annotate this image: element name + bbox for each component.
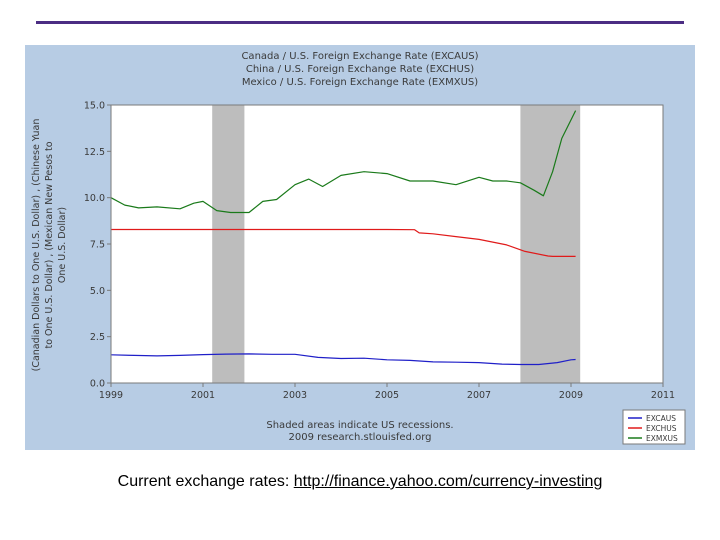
- series-line-excaus: [110, 353, 576, 366]
- chart: Canada / U.S. Foreign Exchange Rate (EXC…: [25, 45, 695, 450]
- y-tick-label: 0.0: [90, 379, 105, 390]
- recession-note: Shaded areas indicate US recessions.2009…: [266, 420, 453, 443]
- x-tick-label: 2005: [375, 390, 399, 401]
- x-tick-label: 2009: [559, 390, 583, 401]
- recession-band: [212, 105, 245, 383]
- y-tick-label: 12.5: [84, 147, 105, 158]
- top-rule: [36, 21, 684, 24]
- recession-band: [520, 105, 581, 383]
- y-tick-label: 10.0: [84, 193, 105, 204]
- series-line-exmxus: [110, 110, 577, 214]
- caption: Current exchange rates: http://finance.y…: [0, 473, 720, 491]
- x-tick-label: 2001: [191, 390, 215, 401]
- x-axis-ticks: 1999 2001 2003 2005 2007 2009 2011: [99, 383, 675, 401]
- x-tick-label: 1999: [99, 390, 123, 401]
- legend-label: EXMXUS: [646, 434, 678, 443]
- currency-link[interactable]: http://finance.yahoo.com/currency-invest…: [293, 473, 603, 490]
- legend-label: EXCAUS: [646, 414, 676, 423]
- y-axis-ticks: 0.0 2.5 5.0 7.5 10.0 12.5 15.0: [84, 101, 111, 390]
- caption-label: Current exchange rates:: [117, 473, 294, 490]
- note-line: 2009 research.stlouisfed.org: [288, 432, 431, 443]
- x-tick-label: 2007: [467, 390, 491, 401]
- recession-shading: [212, 105, 581, 383]
- y-tick-label: 2.5: [90, 332, 105, 343]
- x-tick-label: 2003: [283, 390, 307, 401]
- y-axis-label: (Canadian Dollars to One U.S. Dollar) , …: [31, 119, 68, 372]
- chart-title-line: Canada / U.S. Foreign Exchange Rate (EXC…: [241, 51, 478, 62]
- chart-title: Canada / U.S. Foreign Exchange Rate (EXC…: [241, 51, 478, 88]
- chart-title-line: China / U.S. Foreign Exchange Rate (EXCH…: [246, 64, 474, 75]
- y-tick-label: 5.0: [90, 286, 105, 297]
- y-tick-label: 7.5: [90, 240, 105, 251]
- y-tick-label: 15.0: [84, 101, 105, 112]
- y-axis-label-line: One U.S. Dollar): [57, 207, 68, 283]
- y-axis-label-line: to One U.S. Dollar) , (Mexican New Pesos…: [44, 141, 55, 348]
- y-axis-label-line: (Canadian Dollars to One U.S. Dollar) , …: [31, 119, 42, 372]
- series-lines: [110, 110, 577, 366]
- series-line-exchus: [111, 228, 576, 257]
- note-line: Shaded areas indicate US recessions.: [266, 420, 453, 431]
- x-tick-label: 2011: [651, 390, 675, 401]
- chart-title-line: Mexico / U.S. Foreign Exchange Rate (EXM…: [242, 77, 478, 88]
- legend-label: EXCHUS: [646, 424, 677, 433]
